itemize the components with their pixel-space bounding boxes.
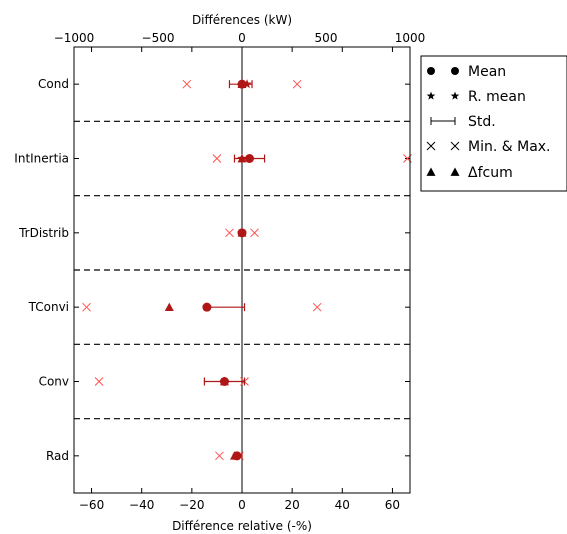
x2-tick-label: 500 [315,31,338,45]
x2-tick-label: 0 [238,31,246,45]
legend-label: Std. [468,114,496,130]
minmax-marker [215,451,224,461]
legend-rmean-marker [450,91,460,100]
legend-mean-marker [427,67,435,75]
x-tick-label: −20 [179,498,204,512]
x2-tick-label: 1000 [395,31,426,45]
minmax-marker-stroke-b [212,154,222,163]
x2-tick-label: −1000 [54,31,95,45]
minmax-marker-stroke-b [250,228,259,238]
minmax-marker [212,154,222,163]
mean-marker [219,377,229,386]
rmean-marker [237,153,247,163]
minmax-marker-stroke-b [225,228,234,238]
legend-rmean-marker [426,91,436,100]
minmax-marker [292,79,302,89]
x-tick-label: 20 [285,498,300,512]
bottom-axis-label: Différence relative (-%) [172,519,312,533]
minmax-marker [94,377,104,386]
minmax-marker-stroke-b [215,451,224,461]
minmax-marker [82,302,91,312]
category-label: TrDistrib [18,226,69,240]
x-tick-label: 40 [335,498,350,512]
x-tick-label: −60 [79,498,104,512]
legend-minmax-marker-stroke-b [450,141,460,151]
minmax-marker-stroke-b [292,79,302,89]
category-label: Cond [38,77,69,91]
legend-items: Mean R. mean Std. Min. & Max. Δfcum [426,64,551,181]
legend-dfcum-marker [450,167,460,176]
legend-minmax-marker-stroke-b [426,141,436,151]
legend-label: Min. & Max. [468,139,551,155]
top-axis-label: Différences (kW) [192,13,292,27]
minmax-marker-stroke-b [82,302,91,312]
plot-frame [73,46,411,494]
category-label: Conv [39,375,69,389]
rmean-marker [242,79,252,89]
legend-dfcum-marker [426,167,436,176]
x2-tick-label: −500 [142,31,175,45]
x-tick-label: −40 [129,498,154,512]
mean-marker [232,451,242,461]
minmax-marker [312,302,322,312]
minmax-marker-stroke-b [312,302,322,312]
mean-marker [202,302,212,312]
minmax-marker-stroke-b [94,377,104,386]
plot-layer: −60 −40 −20 0 20 40 60 −1000 −500 0 500 1000 Cond Int… [14,31,425,512]
legend-box [420,55,567,192]
legend: Mean R. mean Std. Min. & Max. Δfcum [420,55,567,192]
minmax-marker [250,228,259,238]
legend-mean-marker [451,67,459,75]
mean-marker [245,154,255,163]
legend-minmax-marker [426,141,436,151]
x-tick-label: 60 [385,498,400,512]
minmax-marker [225,228,234,238]
mean-marker [237,228,247,238]
legend-label: Δfcum [468,165,513,181]
category-label: IntInertia [14,152,69,166]
legend-label: R. mean [468,89,526,105]
mean-marker [237,79,247,89]
dfcum-marker [164,302,174,311]
category-label: Rad [46,449,69,463]
minmax-marker [182,79,192,89]
x-tick-label: 0 [238,498,246,512]
category-label: TConvi [28,300,69,314]
legend-label: Mean [468,64,506,80]
minmax-marker-stroke-b [182,79,192,89]
legend-minmax-marker [450,141,460,151]
